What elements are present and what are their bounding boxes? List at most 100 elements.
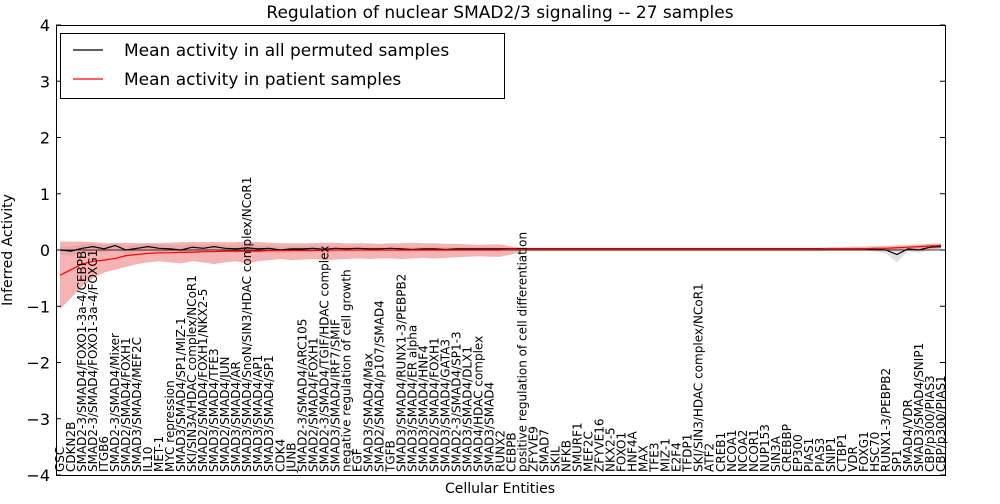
y-tick-label: 1 — [40, 185, 50, 204]
x-tick-label: TFE3 — [648, 443, 662, 473]
x-tick-label: SMAD2/SMAD4/FOXH1 — [306, 337, 320, 472]
x-tick-label: SKIL — [549, 446, 563, 472]
x-tick-label: NFKB — [560, 440, 574, 472]
x-tick-label: FOXO1 — [615, 432, 629, 472]
x-tick-label: CDKN2B — [64, 422, 78, 472]
y-tick-label: 3 — [40, 72, 50, 91]
x-axis-label: Cellular Entities — [445, 481, 555, 497]
x-tick-label: EP300 — [791, 434, 805, 472]
x-tick-label: SMAD2-3/SMAD4/TGIF/HDAC complex — [317, 246, 331, 472]
x-tick-label: ITGB6 — [97, 436, 111, 472]
x-tick-label: SMAD3/SMAD4/ER alpha — [405, 325, 419, 472]
y-tick-label: 2 — [40, 129, 50, 148]
x-tick-label: NKX2-5 — [604, 427, 618, 472]
x-tick-label: SMAD3/SMAD4/AR — [229, 361, 243, 472]
x-tick-label: NCOA1 — [725, 430, 739, 472]
x-tick-label: TGFB — [383, 440, 397, 473]
x-tick-label: SMAD2-3/SMAD4/ARC105 — [295, 319, 309, 472]
x-tick-label: SP1 — [890, 450, 904, 473]
x-tick-label: JUNB — [284, 442, 298, 473]
x-tick-label: SMAD4/HDAC complex — [471, 336, 485, 472]
x-tick-label: SMAD7 — [538, 429, 552, 472]
x-tick-label: SMURF1 — [571, 422, 585, 472]
x-tick-label: SMAD2/SMAD4/FOXH1/NKX2-5 — [196, 289, 210, 472]
x-tick-label: positive regulation of cell differentiat… — [516, 232, 530, 472]
x-tick-label: MIZ-1 — [659, 438, 673, 472]
x-tick-label: PIAS3 — [813, 438, 827, 472]
x-tick-labels: GSCCDKN2BSMAD2-3/SMAD4/FOXO1-3a-4/CEBPBS… — [53, 177, 948, 473]
x-tick-label: NCOR1 — [747, 429, 761, 472]
x-tick-label: SMAD2-3/SMAD4/Mixer — [108, 333, 122, 472]
x-tick-label: SMAD2/SMAD4/FOXH1 — [427, 337, 441, 472]
x-tick-label: SNIP1 — [824, 437, 838, 472]
bands-layer — [60, 241, 941, 310]
x-tick-label: SMAD3/SMAD4/RUNX1-3/PEBPB2 — [394, 274, 408, 472]
x-tick-label: CREB1 — [714, 432, 728, 472]
legend: Mean activity in all permuted samples Me… — [60, 33, 505, 99]
x-tick-label: negative regulation of cell growth — [339, 269, 353, 472]
y-tick-label: −3 — [26, 410, 50, 429]
y-tick-label: 0 — [40, 241, 50, 260]
x-tick-label: MYC repression — [163, 380, 177, 472]
x-tick-label: ZFYVE9 — [527, 426, 541, 472]
x-tick-label: SMAD2-3/SMAD4/FOXO1-3a-4/FOXG1 — [86, 250, 100, 472]
x-tick-label: VDR — [846, 446, 860, 472]
x-tick-label: SMAD3/SMAD4/Max — [361, 353, 375, 472]
x-tick-label: SMAD3/SMAD4/SP1 — [262, 355, 276, 472]
x-tick-label: CTBP1 — [835, 433, 849, 472]
x-tick-label: SMAD3/SMAD4/GATA3 — [438, 339, 452, 472]
lines-layer — [56, 244, 945, 276]
x-tick-label: FOXG1 — [857, 431, 871, 472]
x-tick-label: SKI/SIN3/HDAC complex/NCoR1 — [692, 283, 706, 472]
x-tick-label: TFDP1 — [681, 434, 695, 473]
legend-patient-label: Mean activity in patient samples — [124, 70, 401, 90]
x-tick-label: IL10 — [141, 447, 155, 473]
plot-frame — [56, 25, 946, 476]
x-tick-label: NCOA2 — [736, 430, 750, 472]
x-tick-label: SMAD3/SMAD4/SnoN/SIN3/HDAC complex/NCoR1 — [240, 177, 254, 472]
x-tick-label: RUNX2 — [494, 430, 508, 472]
x-tick-label: SMAD3/SMAD4/AP1 — [251, 355, 265, 472]
x-tick-label: SMAD2-3/SMAD4/FOXO1-3a-4/CEBPB — [75, 251, 89, 472]
x-tick-label: SMAD3/SMAD4/IRF7/SMIF — [328, 319, 342, 472]
x-tick-label: MET-1 — [152, 436, 166, 472]
x-tick-label: ZFYVE16 — [593, 418, 607, 472]
x-tick-label: MAX — [637, 445, 651, 472]
x-tick-label: CREBBP — [780, 424, 794, 472]
x-tick-label: SMAD4/VDR — [901, 399, 915, 472]
legend-permuted-label: Mean activity in all permuted samples — [124, 41, 449, 61]
x-tick-label: SMAD3/SMAD4 — [482, 382, 496, 472]
x-tick-label: HNF4A — [626, 430, 640, 472]
y-tick-label: 4 — [40, 16, 50, 35]
x-tick-label: SMAD3/SMAD4/TFE3 — [207, 348, 221, 472]
patient-band — [60, 241, 941, 310]
x-tick-label: NUP153 — [758, 424, 772, 472]
x-tick-label: SMAD3/SMAD4/HNF4 — [416, 345, 430, 472]
x-tick-label: CDK4 — [273, 439, 287, 472]
x-tick-label: SMAD2/SMAD4/FOXH1 — [119, 337, 133, 472]
x-tick-label: RUNX1-3/PEBPB2 — [879, 368, 893, 472]
x-tick-label: SMAD2/SMAD4/JUN — [218, 357, 232, 473]
x-tick-label: CBP/p300/PIAS3 — [923, 375, 937, 472]
y-tick-label: −1 — [26, 297, 50, 316]
patient-mean-line — [59, 244, 942, 276]
chart-title: Regulation of nuclear SMAD2/3 signaling … — [266, 3, 733, 23]
x-tick-label: CBP/p300/PIAS1 — [934, 375, 948, 472]
x-tick-label: SMAD3/SMAD4/SNIP1 — [912, 343, 926, 472]
y-tick-label: −4 — [26, 466, 50, 485]
legend-box — [60, 33, 505, 99]
x-tick-label: SKI/SIN3A/HDAC complex/NCoR1 — [185, 275, 199, 472]
y-tick-label: −2 — [26, 354, 50, 373]
x-tick-label: SMAD3/SMAD4/DLX1 — [460, 346, 474, 472]
x-tick-label: SMAD3/SMAD4/SP1/MIZ-1 — [174, 317, 188, 472]
x-tick-label: HSC70 — [868, 432, 882, 472]
x-tick-label: MEF2C — [582, 431, 596, 472]
x-tick-label: ATF2 — [703, 443, 717, 472]
x-tick-label: CEBPB — [505, 432, 519, 472]
x-tick-label: SMAD3/SMAD4/MEF2C — [130, 337, 144, 472]
x-tick-label: PIAS1 — [802, 438, 816, 472]
x-tick-label: SMAD2-3/SMAD4/SP1-3 — [449, 331, 463, 472]
y-axis-label: Inferred Activity — [0, 194, 16, 306]
